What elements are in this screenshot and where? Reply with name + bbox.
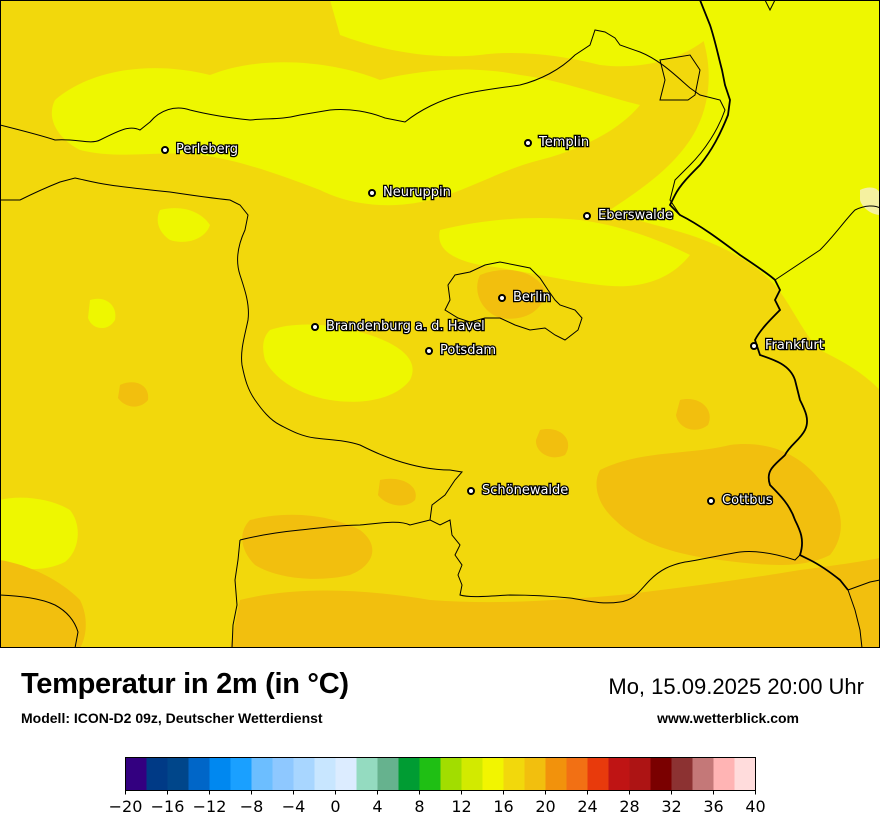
city-potsdam[interactable]: Potsdam: [425, 342, 497, 359]
legend-tick-label: 40: [745, 797, 765, 816]
legend-tick-label: 8: [414, 797, 424, 816]
svg-text:Schönewalde: Schönewalde: [482, 483, 568, 498]
legend-tick-label: 36: [703, 797, 723, 816]
legend-swatch: [692, 757, 714, 791]
legend-swatch: [503, 757, 525, 791]
temperature-map: Perleberg Templin Neuruppin Eberswalde B…: [0, 0, 880, 648]
legend-tick-label: −16: [151, 797, 185, 816]
legend-swatch: [125, 757, 147, 791]
legend-tick-label: −4: [282, 797, 306, 816]
forecast-datetime: Mo, 15.09.2025 20:00 Uhr: [608, 674, 864, 699]
map-title: Temperatur in 2m (in °C): [21, 668, 349, 700]
website-link[interactable]: www.wetterblick.com: [657, 710, 799, 726]
city-schoenewalde[interactable]: Schönewalde: [467, 482, 570, 499]
neighbor-boundary-se: [847, 579, 880, 648]
legend-swatch: [734, 757, 756, 791]
city-perleberg[interactable]: Perleberg: [161, 141, 239, 158]
neighbor-boundary-sw: [0, 594, 79, 648]
cool-areas: [0, 0, 880, 570]
neighbor-boundary-ne: [659, 54, 701, 101]
svg-text:Cottbus: Cottbus: [722, 493, 773, 508]
legend-swatch: [251, 757, 273, 791]
city-frankfurt[interactable]: Frankfurt: [750, 337, 825, 354]
legend-swatch: [335, 757, 357, 791]
legend-swatch: [377, 757, 399, 791]
legend-swatch: [608, 757, 630, 791]
legend-tick-label: 12: [451, 797, 471, 816]
city-cottbus[interactable]: Cottbus: [707, 492, 774, 509]
legend-swatch: [461, 757, 483, 791]
svg-text:Brandenburg a. d. Havel: Brandenburg a. d. Havel: [326, 319, 485, 334]
legend-tick-label: −20: [109, 797, 143, 816]
city-neuruppin[interactable]: Neuruppin: [368, 184, 452, 201]
legend-swatch: [650, 757, 672, 791]
city-eberswalde[interactable]: Eberswalde: [583, 207, 674, 224]
neighbor-boundary-top: [764, 0, 776, 12]
legend-tick-label: 20: [535, 797, 555, 816]
legend-swatch: [398, 757, 420, 791]
legend-ticks: −20 −16 −12 −8 −4 0 4 8 12 16 20 24 28 32 36 40: [109, 790, 766, 816]
country-border: [668, 0, 849, 591]
legend-frame: [125, 757, 756, 791]
model-info: Modell: ICON-D2 09z, Deutscher Wetterdie…: [21, 710, 323, 726]
legend-swatch: [230, 757, 252, 791]
legend-tick-label: 32: [661, 797, 681, 816]
svg-text:Eberswalde: Eberswalde: [598, 208, 673, 223]
city-markers: Perleberg Templin Neuruppin Eberswalde B…: [161, 134, 825, 509]
map-footer: −20 −16 −12 −8 −4 0 4 8 12 16 20 24 28 32 36 40 Tempera…: [0, 648, 880, 830]
legend-swatch: [629, 757, 651, 791]
svg-text:Perleberg: Perleberg: [176, 142, 238, 157]
legend-tick-label: −8: [240, 797, 264, 816]
warm-areas: [0, 270, 880, 648]
city-brandenburg[interactable]: Brandenburg a. d. Havel: [311, 318, 486, 335]
neighbor-boundary-s: [231, 519, 431, 648]
legend-tick-label: 24: [577, 797, 597, 816]
legend-tick-label: 0: [330, 797, 340, 816]
legend-tick-label: 28: [619, 797, 639, 816]
svg-text:Potsdam: Potsdam: [440, 343, 496, 358]
legend-swatch: [293, 757, 315, 791]
city-templin[interactable]: Templin: [524, 134, 590, 151]
legend-swatch: [188, 757, 210, 791]
svg-text:Neuruppin: Neuruppin: [383, 185, 451, 200]
svg-text:Templin: Templin: [538, 135, 589, 150]
legend-swatch: [587, 757, 609, 791]
temperature-legend: −20 −16 −12 −8 −4 0 4 8 12 16 20 24 28 32 36 40: [109, 757, 766, 816]
legend-swatch: [713, 757, 735, 791]
legend-swatch: [272, 757, 294, 791]
legend-tick-label: 4: [372, 797, 382, 816]
legend-swatch: [314, 757, 336, 791]
berlin-boundary: [444, 261, 583, 341]
legend-swatches: [125, 757, 756, 791]
legend-swatch: [419, 757, 441, 791]
legend-tick-label: 16: [493, 797, 513, 816]
legend-swatch: [440, 757, 462, 791]
legend-swatch: [146, 757, 168, 791]
pale-areas: [860, 187, 880, 215]
svg-text:Frankfurt: Frankfurt: [765, 338, 824, 353]
legend-swatch: [524, 757, 546, 791]
svg-text:Berlin: Berlin: [513, 290, 551, 305]
legend-swatch: [482, 757, 504, 791]
legend-swatch: [545, 757, 567, 791]
city-berlin[interactable]: Berlin: [498, 289, 552, 306]
legend-tick-label: −12: [193, 797, 227, 816]
legend-swatch: [356, 757, 378, 791]
legend-swatch: [566, 757, 588, 791]
neighbor-boundary-e: [774, 205, 880, 281]
legend-swatch: [671, 757, 693, 791]
legend-swatch: [209, 757, 231, 791]
legend-swatch: [167, 757, 189, 791]
